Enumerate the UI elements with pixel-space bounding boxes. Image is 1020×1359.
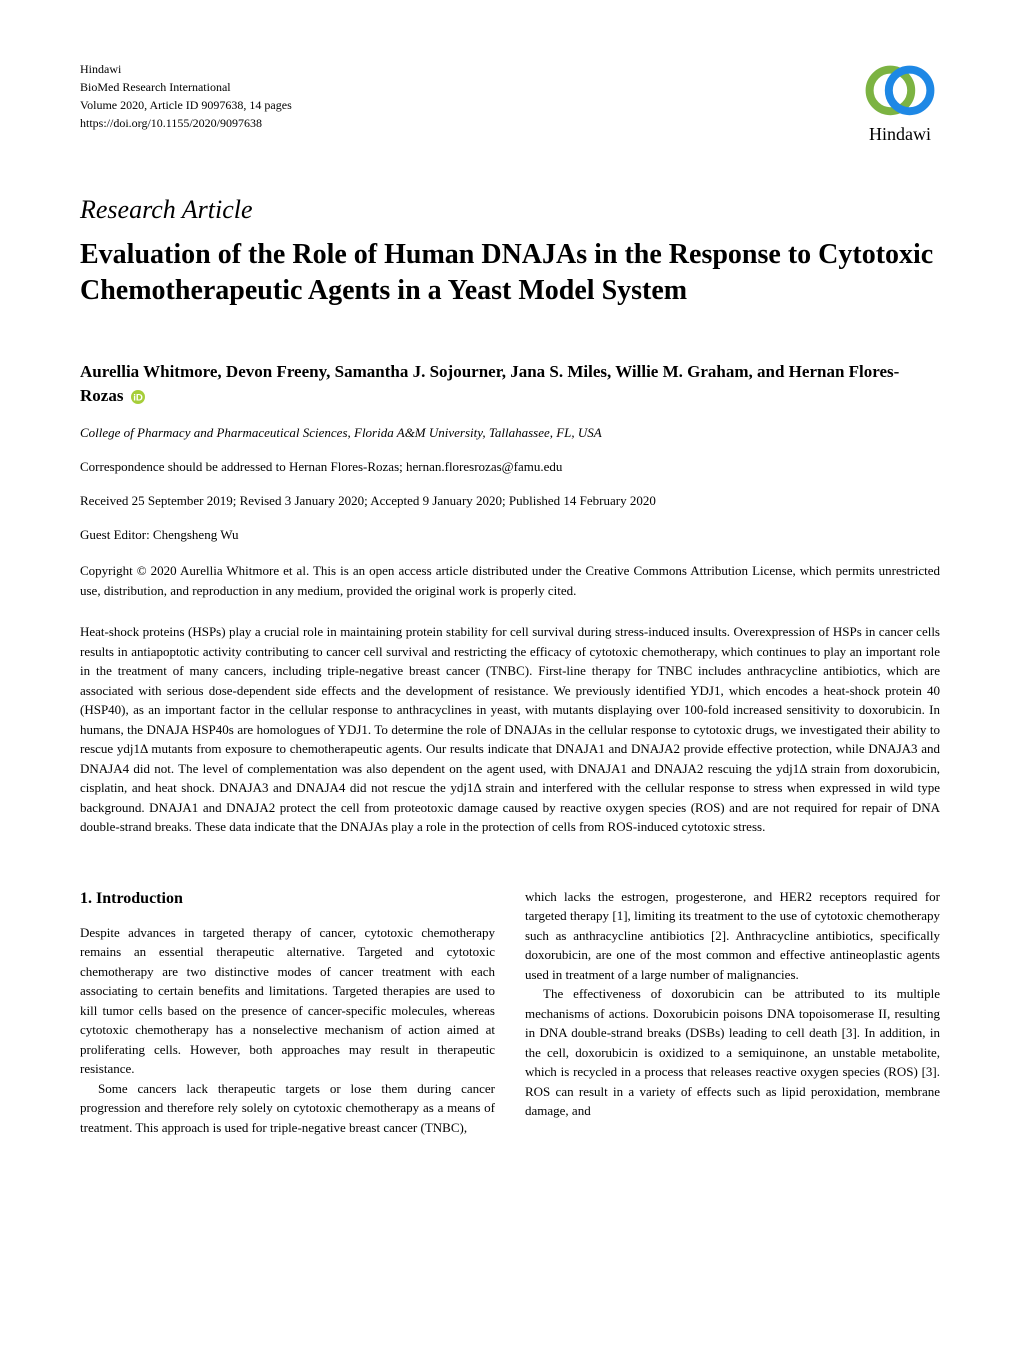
journal-info: Hindawi BioMed Research International Vo…	[80, 60, 292, 132]
orcid-icon[interactable]: iD	[131, 390, 145, 404]
paragraph: Despite advances in targeted therapy of …	[80, 923, 495, 1079]
logo-text: Hindawi	[869, 124, 931, 145]
body-columns: 1. Introduction Despite advances in targ…	[80, 887, 940, 1138]
paragraph: The effectiveness of doxorubicin can be …	[525, 984, 940, 1121]
authors-text: Aurellia Whitmore, Devon Freeny, Samanth…	[80, 362, 899, 405]
header-row: Hindawi BioMed Research International Vo…	[80, 60, 940, 145]
paragraph: Some cancers lack therapeutic targets or…	[80, 1079, 495, 1138]
publication-dates: Received 25 September 2019; Revised 3 Ja…	[80, 493, 940, 509]
column-right: which lacks the estrogen, progesterone, …	[525, 887, 940, 1138]
authors-line: Aurellia Whitmore, Devon Freeny, Samanth…	[80, 360, 940, 408]
svg-text:iD: iD	[133, 392, 143, 403]
journal-name: BioMed Research International	[80, 78, 292, 96]
guest-editor: Guest Editor: Chengsheng Wu	[80, 527, 940, 543]
article-type: Research Article	[80, 195, 940, 225]
hindawi-logo-icon	[860, 60, 940, 120]
article-title: Evaluation of the Role of Human DNAJAs i…	[80, 237, 940, 310]
publisher-name: Hindawi	[80, 60, 292, 78]
copyright-text: Copyright © 2020 Aurellia Whitmore et al…	[80, 561, 940, 600]
paragraph: which lacks the estrogen, progesterone, …	[525, 887, 940, 985]
volume-info: Volume 2020, Article ID 9097638, 14 page…	[80, 96, 292, 114]
publisher-logo: Hindawi	[860, 60, 940, 145]
doi-link[interactable]: https://doi.org/10.1155/2020/9097638	[80, 114, 292, 132]
column-left: 1. Introduction Despite advances in targ…	[80, 887, 495, 1138]
affiliation: College of Pharmacy and Pharmaceutical S…	[80, 425, 940, 441]
section-heading: 1. Introduction	[80, 887, 495, 911]
abstract-text: Heat-shock proteins (HSPs) play a crucia…	[80, 622, 940, 837]
correspondence: Correspondence should be addressed to He…	[80, 459, 940, 475]
